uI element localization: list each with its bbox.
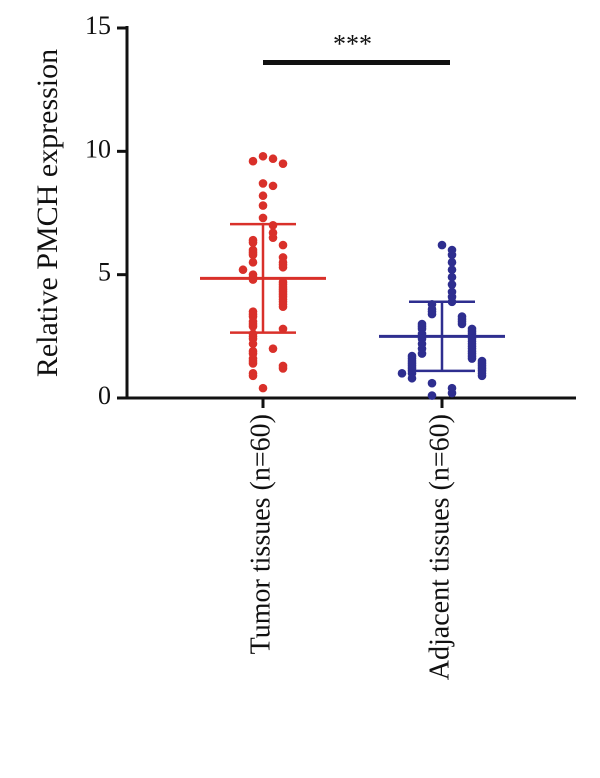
x-tick-label: Adjacent tissues (n=60) (424, 414, 455, 680)
data-point (427, 309, 437, 319)
significance-label: *** (333, 30, 372, 59)
data-point (447, 272, 457, 282)
data-point (437, 240, 447, 250)
data-point (447, 265, 457, 275)
data-point (258, 201, 268, 210)
data-point (268, 181, 278, 191)
data-point (477, 371, 487, 381)
data-point (397, 369, 407, 378)
x-tick-label: Tumor tissues (n=60) (245, 414, 276, 654)
data-point (278, 324, 288, 334)
data-point (248, 258, 258, 267)
data-point (238, 265, 248, 275)
data-point (427, 391, 437, 400)
data-point (278, 240, 288, 250)
data-point (467, 354, 477, 363)
data-point (427, 378, 437, 388)
data-point (268, 344, 278, 353)
data-point (407, 373, 417, 383)
data-point (258, 179, 268, 188)
data-point (258, 383, 268, 393)
data-point (278, 364, 288, 373)
y-tick-label: 5 (98, 258, 111, 287)
data-point (248, 156, 258, 166)
y-tick-label: 10 (85, 134, 111, 163)
y-tick-label: 15 (85, 11, 111, 40)
data-point (447, 388, 457, 398)
data-point (248, 250, 258, 260)
data-point (417, 349, 427, 358)
data-point (278, 302, 288, 312)
data-point (248, 371, 258, 381)
data-point (248, 359, 258, 368)
data-point (278, 262, 288, 272)
data-point (258, 151, 268, 161)
data-point (258, 191, 268, 201)
data-point (248, 339, 258, 349)
data-point (278, 159, 288, 168)
data-point (447, 258, 457, 267)
y-tick-label: 0 (98, 381, 111, 410)
data-point (268, 154, 278, 164)
data-point (258, 213, 268, 223)
data-point (447, 250, 457, 260)
data-point (447, 280, 457, 289)
y-axis-label: Relative PMCH expression (31, 49, 64, 377)
data-point (248, 238, 258, 247)
data-point (457, 319, 467, 329)
data-point (268, 233, 278, 242)
data-point (248, 322, 258, 331)
